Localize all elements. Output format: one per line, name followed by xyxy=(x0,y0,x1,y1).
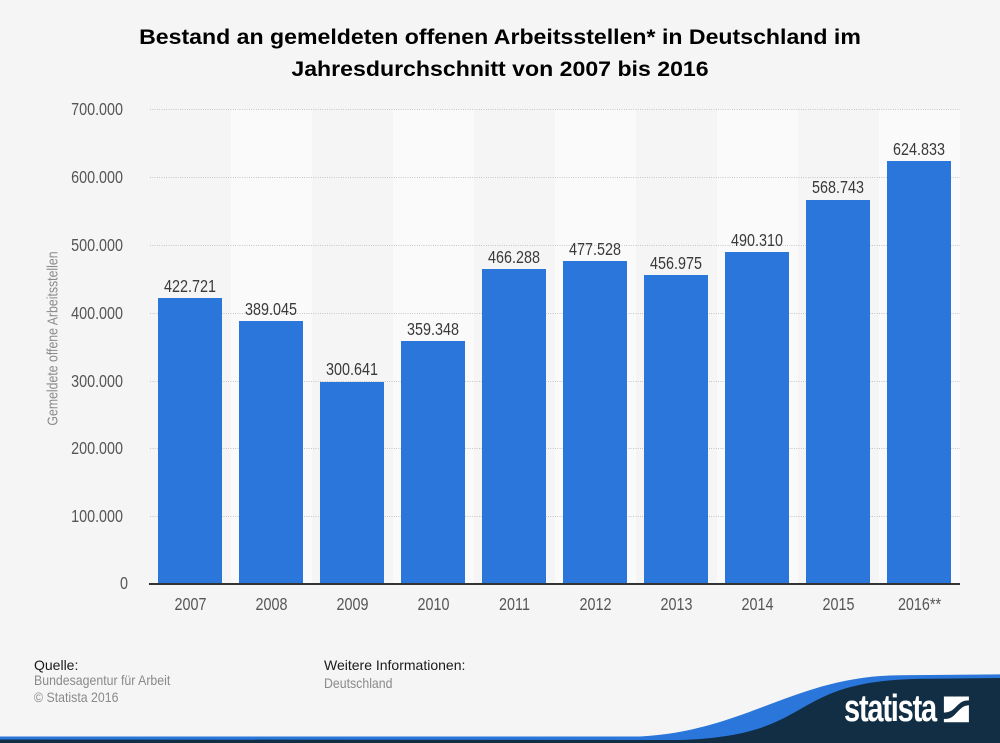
svg-text:statista: statista xyxy=(844,687,938,730)
